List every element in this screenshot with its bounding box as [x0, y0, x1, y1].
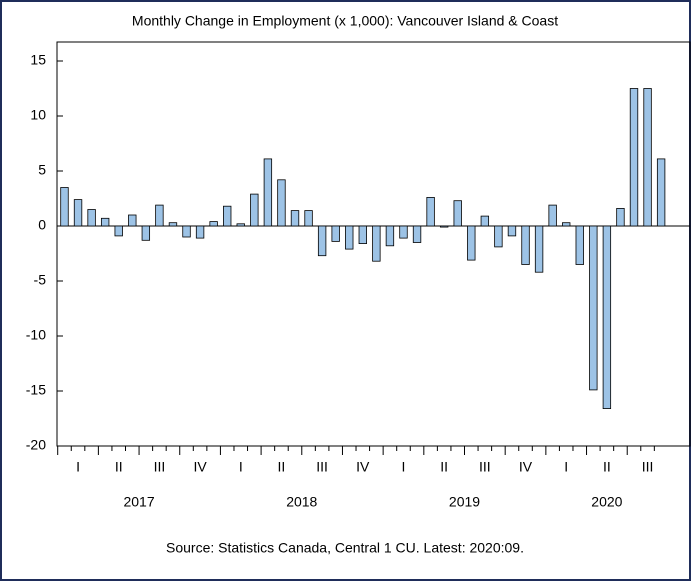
bar [60, 187, 69, 227]
bar [141, 225, 151, 241]
bar [236, 223, 245, 227]
quarter-label: I [402, 459, 406, 475]
quarter-label: IV [356, 459, 370, 475]
y-tick-label: -15 [26, 382, 46, 398]
bar [453, 200, 462, 227]
bar [562, 222, 571, 227]
bar [439, 225, 449, 228]
y-tick-label: 10 [30, 107, 46, 123]
y-tick-label: -10 [26, 327, 46, 343]
bar [602, 225, 612, 410]
bar [575, 225, 584, 265]
bar [480, 215, 490, 227]
bar [223, 205, 232, 227]
bar [629, 88, 639, 227]
bar [521, 225, 530, 265]
bar [385, 225, 395, 247]
bar [155, 204, 164, 227]
y-tick-label: 5 [38, 162, 46, 178]
quarter-label: III [154, 459, 166, 475]
bar [128, 214, 137, 227]
quarter-label: II [278, 459, 286, 475]
bar [656, 158, 666, 227]
quarter-label: I [564, 459, 568, 475]
bar [182, 225, 191, 238]
quarter-label: II [603, 459, 611, 475]
bar [548, 204, 557, 227]
quarter-label: II [440, 459, 448, 475]
y-tick-label: -20 [26, 437, 46, 453]
bar [250, 193, 259, 227]
chart-title: Monthly Change in Employment (x 1,000): … [132, 13, 558, 29]
bar [589, 225, 598, 391]
bar [304, 210, 313, 227]
bar [345, 225, 354, 250]
bar [494, 225, 503, 248]
bar [168, 222, 178, 227]
bar [412, 225, 422, 243]
y-tick-label: 0 [38, 217, 46, 233]
quarter-label: IV [193, 459, 207, 475]
bar [534, 225, 544, 273]
bar [277, 179, 286, 227]
bar [317, 225, 327, 257]
quarter-label: IV [519, 459, 533, 475]
bar [399, 225, 408, 239]
bar [87, 209, 96, 227]
y-tick-label: -5 [34, 272, 47, 288]
bar [73, 199, 83, 227]
quarter-label: I [239, 459, 243, 475]
bar [426, 196, 435, 227]
year-label: 2018 [286, 494, 317, 510]
year-label: 2020 [591, 494, 622, 510]
quarter-label: III [642, 459, 654, 475]
bar [507, 225, 517, 237]
bar [643, 88, 652, 227]
quarter-label: III [479, 459, 491, 475]
y-tick-label: 15 [30, 52, 46, 68]
quarter-label: II [115, 459, 123, 475]
bar [100, 217, 110, 227]
plot-frame [56, 41, 691, 447]
bar [263, 158, 273, 227]
bar [358, 225, 367, 245]
quarter-label: III [316, 459, 328, 475]
year-label: 2019 [449, 494, 480, 510]
source: Source: Statistics Canada, Central 1 CU.… [166, 540, 524, 556]
bar [467, 225, 476, 261]
bar [372, 225, 381, 262]
bar [331, 225, 340, 242]
quarter-label: I [76, 459, 80, 475]
bar [195, 225, 205, 239]
bar [114, 225, 123, 237]
year-label: 2017 [123, 494, 154, 510]
bar [616, 207, 625, 227]
bar [290, 210, 300, 227]
bar [209, 221, 218, 227]
